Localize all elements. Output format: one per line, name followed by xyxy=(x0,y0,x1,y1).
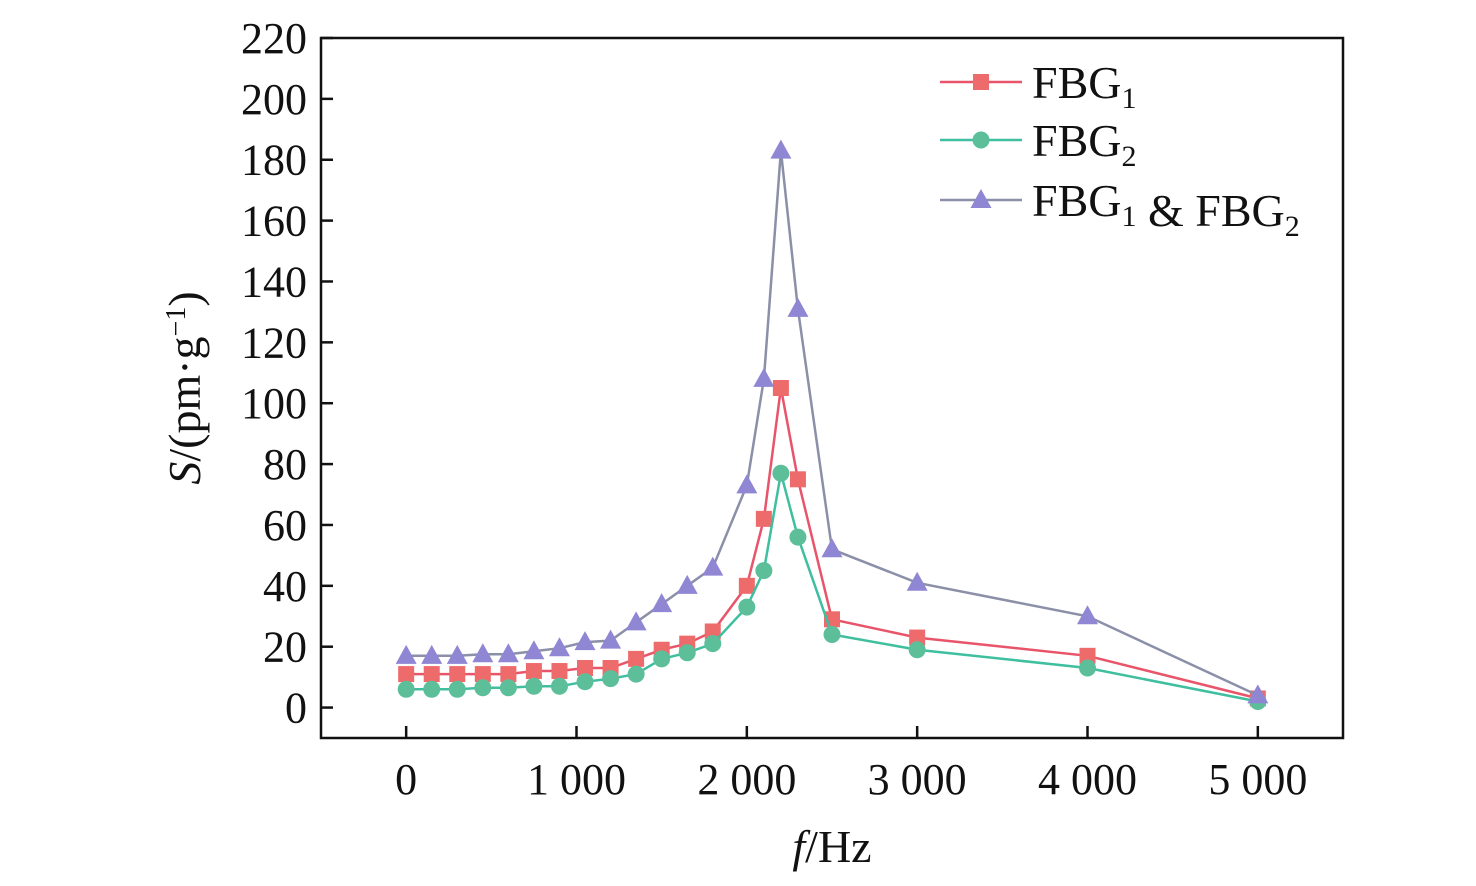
x-tick-label: 1 000 xyxy=(527,755,626,804)
data-point-fbg1-fbg2 xyxy=(736,474,758,494)
data-point-fbg1 xyxy=(525,663,542,680)
x-tick-label: 3 000 xyxy=(868,755,967,804)
data-point-fbg1-fbg2 xyxy=(600,629,622,649)
data-point-fbg2 xyxy=(448,680,466,698)
data-point-fbg1 xyxy=(500,666,517,683)
y-tick-label: 220 xyxy=(241,14,307,63)
data-point-fbg1-fbg2 xyxy=(1247,684,1269,704)
data-point-fbg2 xyxy=(423,680,441,698)
data-point-fbg1-fbg2 xyxy=(753,367,775,387)
y-tick-label: 120 xyxy=(241,318,307,367)
data-point-fbg1 xyxy=(738,577,755,594)
y-tick-label: 160 xyxy=(241,197,307,246)
data-point-fbg1-fbg2 xyxy=(787,297,809,317)
data-point-fbg2 xyxy=(550,677,568,695)
data-point-fbg2 xyxy=(602,670,620,688)
data-point-fbg1-fbg2 xyxy=(421,644,443,664)
plot-frame xyxy=(319,36,1345,740)
data-point-fbg2 xyxy=(576,673,594,691)
legend-item-fbg2: FBG2 xyxy=(940,115,1136,173)
data-point-fbg2 xyxy=(738,598,756,616)
data-point-fbg1 xyxy=(755,510,772,527)
data-point-fbg2 xyxy=(772,464,790,482)
data-point-fbg2 xyxy=(789,528,807,546)
y-tick-label: 180 xyxy=(241,136,307,185)
series-fbg2 xyxy=(397,464,1267,710)
data-point-fbg2 xyxy=(755,562,773,580)
data-point-fbg1 xyxy=(577,660,594,676)
data-point-fbg2 xyxy=(823,626,841,644)
data-point-fbg1-fbg2 xyxy=(676,574,698,594)
data-point-fbg1 xyxy=(398,666,415,683)
y-tick-label: 40 xyxy=(263,562,307,611)
legend-marker xyxy=(970,189,992,208)
data-point-fbg1-fbg2 xyxy=(446,644,468,664)
y-tick-label: 0 xyxy=(285,684,307,733)
data-point-fbg2 xyxy=(704,635,722,653)
data-point-fbg1-fbg2 xyxy=(625,611,647,631)
series-group xyxy=(395,139,1269,710)
legend-item-fbg1-fbg2: FBG1 & FBG2 xyxy=(940,175,1300,243)
data-point-fbg2 xyxy=(474,679,492,697)
data-point-fbg1-fbg2 xyxy=(472,643,494,663)
y-tick-label: 140 xyxy=(241,257,307,306)
data-point-fbg2 xyxy=(653,650,671,668)
data-point-fbg2 xyxy=(397,680,415,698)
data-point-fbg2 xyxy=(908,641,926,659)
data-point-fbg1-fbg2 xyxy=(523,640,545,660)
series-fbg1-fbg2 xyxy=(395,139,1269,704)
legend-label-fbg1-fbg2: FBG1 & FBG2 xyxy=(1032,175,1300,243)
x-tick-label: 4 000 xyxy=(1038,755,1137,804)
data-point-fbg2 xyxy=(499,679,517,697)
data-point-fbg1-fbg2 xyxy=(702,556,724,576)
data-point-fbg1-fbg2 xyxy=(395,644,417,664)
data-point-fbg1 xyxy=(474,666,491,683)
data-point-fbg1 xyxy=(423,666,440,683)
y-tick-label: 100 xyxy=(241,379,307,428)
y-tick-label: 200 xyxy=(241,75,307,124)
series-fbg1 xyxy=(398,380,1266,707)
data-point-fbg2 xyxy=(627,665,645,683)
x-tick-label: 5 000 xyxy=(1208,755,1307,804)
x-tick-label: 2 000 xyxy=(697,755,796,804)
x-tick-label: 0 xyxy=(395,755,417,804)
data-point-fbg1 xyxy=(551,663,568,680)
data-point-fbg1 xyxy=(704,623,721,640)
legend-label-fbg2: FBG2 xyxy=(1032,115,1136,173)
data-point-fbg2 xyxy=(1079,659,1096,677)
data-point-fbg1-fbg2 xyxy=(906,571,928,591)
data-point-fbg1-fbg2 xyxy=(574,631,596,651)
data-point-fbg1-fbg2 xyxy=(770,139,792,159)
data-point-fbg1-fbg2 xyxy=(1077,605,1098,625)
axis-ticks: 0 20 40 60 80 100 120 140 160 180 200 220 0 1 000 2 00… xyxy=(241,14,1307,804)
y-tick-label: 60 xyxy=(263,501,307,550)
legend-label-fbg1: FBG1 xyxy=(1032,57,1136,115)
legend-marker xyxy=(973,74,989,90)
data-point-fbg1-fbg2 xyxy=(497,643,519,663)
data-point-fbg2 xyxy=(525,677,543,695)
legend-marker xyxy=(972,131,990,149)
data-point-fbg1 xyxy=(449,666,466,683)
x-axis-label: f/Hz xyxy=(792,821,871,872)
data-point-fbg1-fbg2 xyxy=(651,593,673,613)
data-point-fbg1 xyxy=(772,380,789,396)
data-point-fbg1-fbg2 xyxy=(821,538,843,558)
legend-item-fbg1: FBG1 xyxy=(940,57,1136,115)
data-point-fbg1 xyxy=(628,650,645,667)
data-point-fbg2 xyxy=(678,644,696,662)
y-axis-label: S/(pm·g−1) xyxy=(159,291,210,484)
data-point-fbg1 xyxy=(789,471,806,488)
y-tick-label: 20 xyxy=(263,623,307,672)
data-point-fbg1-fbg2 xyxy=(548,637,570,657)
data-point-fbg1 xyxy=(909,629,926,646)
y-tick-label: 80 xyxy=(263,440,307,489)
data-point-fbg1 xyxy=(1079,647,1096,664)
